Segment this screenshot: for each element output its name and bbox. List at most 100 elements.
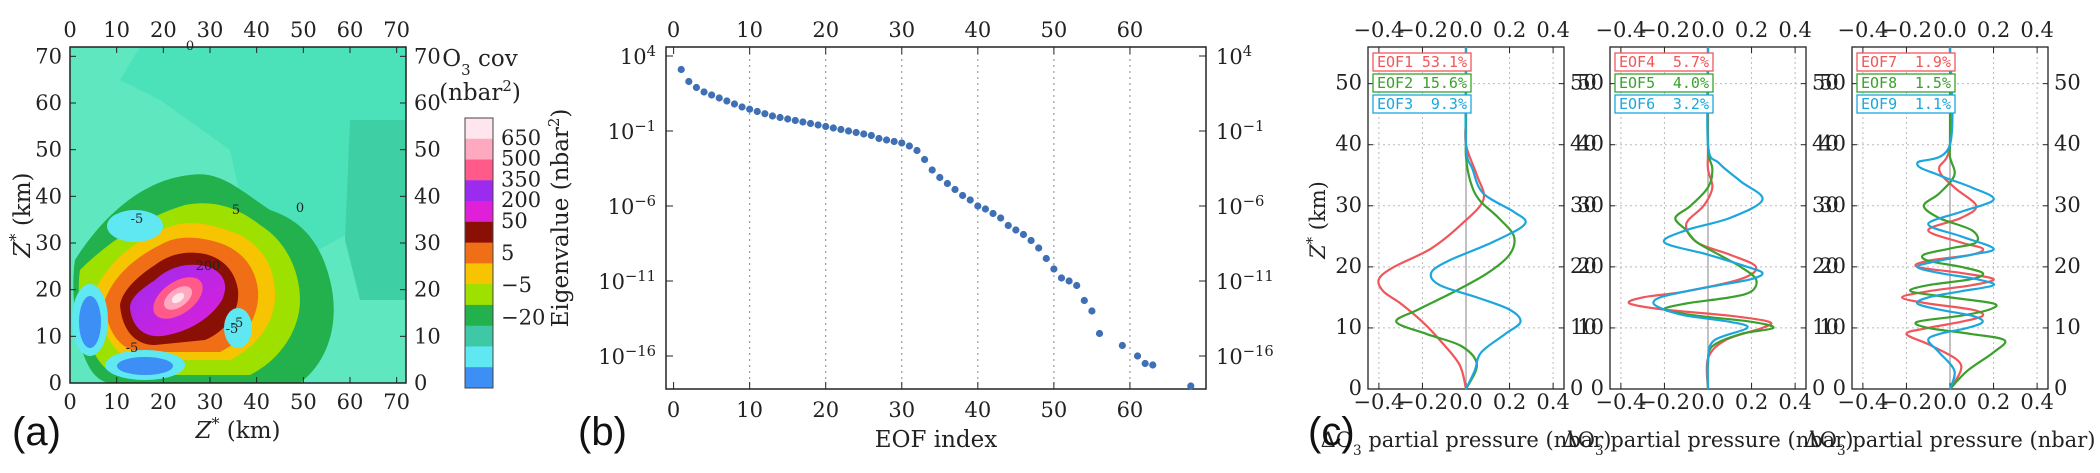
c-xtick-label: 0.0 [1933, 390, 1966, 414]
b-ytick-label-right: 104 [1216, 43, 1252, 70]
c-ytick-label: 10 [1819, 315, 1846, 339]
b-data-point [974, 202, 982, 210]
c-xtick-label: −0.4 [1353, 390, 1404, 414]
c-xtick-label-top: 0.4 [1536, 18, 1569, 42]
b-data-point [943, 179, 952, 188]
a-ytick-label-right: 70 [414, 44, 441, 68]
panel-b-ticks: 0 0 10 10 20 20 30 30 40 40 50 50 60 60 104 104 10−1 10−1… [598, 18, 1273, 422]
b-ytick-label: 10−11 [598, 268, 656, 295]
b-data-point [1012, 226, 1020, 234]
a-ytick-label-right: 20 [414, 278, 441, 302]
b-data-point [768, 112, 777, 120]
panel-a-xlabel: Z* (km) [194, 414, 280, 445]
legend-entry-box [1856, 94, 1956, 114]
b-data-point [1004, 221, 1012, 230]
c-xtick-label: 0.4 [1778, 390, 1811, 414]
b-data-point [700, 88, 708, 96]
legend-entry-name: EOF1 [1377, 53, 1413, 71]
panel-b-xlabel: EOF index [875, 427, 997, 453]
b-xtick-label-top: 60 [1117, 18, 1144, 42]
c-ytick-label: 40 [1819, 132, 1846, 156]
b-data-point [746, 105, 754, 113]
c-ytick-label: 20 [1335, 254, 1362, 278]
c-ytick-label: 50 [1819, 71, 1846, 95]
legend-entry-percent: 1.9% [1915, 53, 1951, 71]
c-xtick-label-top: 0.2 [1735, 18, 1768, 42]
panel-a-ylabel: Z* (km) [6, 172, 37, 258]
b-data-point [867, 131, 875, 140]
c-xlabel: ΔO3 partial pressure (nbar) [1321, 428, 1612, 459]
panel-label-b: (b) [578, 410, 627, 454]
c-xtick-label: 0.4 [2020, 390, 2053, 414]
c-xtick-label-top: −0.4 [1595, 18, 1646, 42]
b-xtick-label-top: 50 [1041, 18, 1068, 42]
a-xtick-label-top: 30 [197, 18, 224, 42]
b-data-point [1095, 329, 1104, 338]
c-xtick-label-top: −0.2 [1639, 18, 1690, 42]
c-ytick-label: 10 [1335, 315, 1362, 339]
eof-subplot-3: −0.4−0.4−0.2−0.20.00.00.20.20.40.40 010 10… [1805, 18, 2096, 459]
a-xtick-label: 60 [337, 390, 364, 414]
b-data-point [913, 146, 921, 155]
c-xtick-label: 0.0 [1691, 390, 1724, 414]
b-ytick-label: 104 [620, 43, 656, 70]
legend-entry-percent: 53.1% [1422, 53, 1467, 71]
c-ytick-label-right: 10 [1570, 315, 1597, 339]
c-xtick-label: −0.2 [1397, 390, 1448, 414]
legend-entry-box [1856, 52, 1956, 72]
c-ytick-label-right: 20 [1570, 254, 1597, 278]
c-ytick-label-right: 0 [1812, 376, 1825, 400]
c-xtick-label-top: −0.4 [1837, 18, 1888, 42]
b-data-point [784, 115, 792, 123]
a-ytick-label: 30 [35, 231, 62, 255]
c-xtick-label: 0.4 [1536, 390, 1569, 414]
b-data-point [1027, 236, 1035, 245]
c-ytick-label: 40 [1335, 132, 1362, 156]
c-ytick-label: 40 [1577, 132, 1604, 156]
c-ytick-label: 30 [1335, 193, 1362, 217]
legend-entry-box [1372, 94, 1472, 114]
b-xtick-label: 0 [667, 398, 680, 422]
a-ytick-label-right: 10 [414, 324, 441, 348]
a-xtick-label-top: 0 [63, 18, 76, 42]
eof-profile-line [1663, 46, 1775, 390]
a-ytick-label-right: 40 [414, 184, 441, 208]
b-xtick-label: 30 [888, 398, 915, 422]
b-xtick-label-top: 0 [667, 18, 680, 42]
b-data-point [692, 83, 701, 92]
b-data-point [715, 94, 723, 102]
a-xtick-label-top: 60 [337, 18, 364, 42]
legend-entry-box [1372, 52, 1472, 72]
b-data-point [799, 118, 807, 126]
a-xtick-label-top: 50 [290, 18, 317, 42]
a-xtick-label: 50 [290, 390, 317, 414]
legend-entry-name: EOF4 [1619, 53, 1655, 71]
eof-subplot-2: −0.4−0.4−0.2−0.20.00.00.20.20.40.40 010 10… [1563, 18, 1854, 459]
c-ytick-label: 20 [1819, 254, 1846, 278]
panel-c-subplots: −0.4−0.4−0.2−0.20.00.00.20.20.40.40 010 10… [1321, 18, 2096, 459]
c-xtick-label-top: 0.2 [1493, 18, 1526, 42]
c-xtick-label: −0.4 [1595, 390, 1646, 414]
b-xtick-label-top: 10 [736, 18, 763, 42]
b-data-point [966, 196, 974, 204]
b-data-point [814, 121, 822, 129]
contour-label: -5 [226, 322, 239, 337]
legend-entry-name: EOF2 [1377, 74, 1413, 92]
c-xtick-label-top: 0.2 [1977, 18, 2010, 42]
c-ytick-label: 10 [1577, 315, 1604, 339]
colorbar-title-line2: (nbar2) [439, 77, 521, 106]
a-ytick-label-right: 60 [414, 91, 441, 115]
b-data-point [723, 97, 731, 105]
b-data-point [920, 155, 929, 164]
c-ytick-label-right: 50 [2054, 71, 2081, 95]
c-ytick-label-right: 30 [1812, 193, 1839, 217]
c-ytick-label-right: 30 [1570, 193, 1597, 217]
b-data-point [928, 166, 936, 174]
b-data-point [997, 214, 1005, 222]
colorbar-segment [465, 263, 493, 285]
a-ytick-label: 20 [35, 278, 62, 302]
